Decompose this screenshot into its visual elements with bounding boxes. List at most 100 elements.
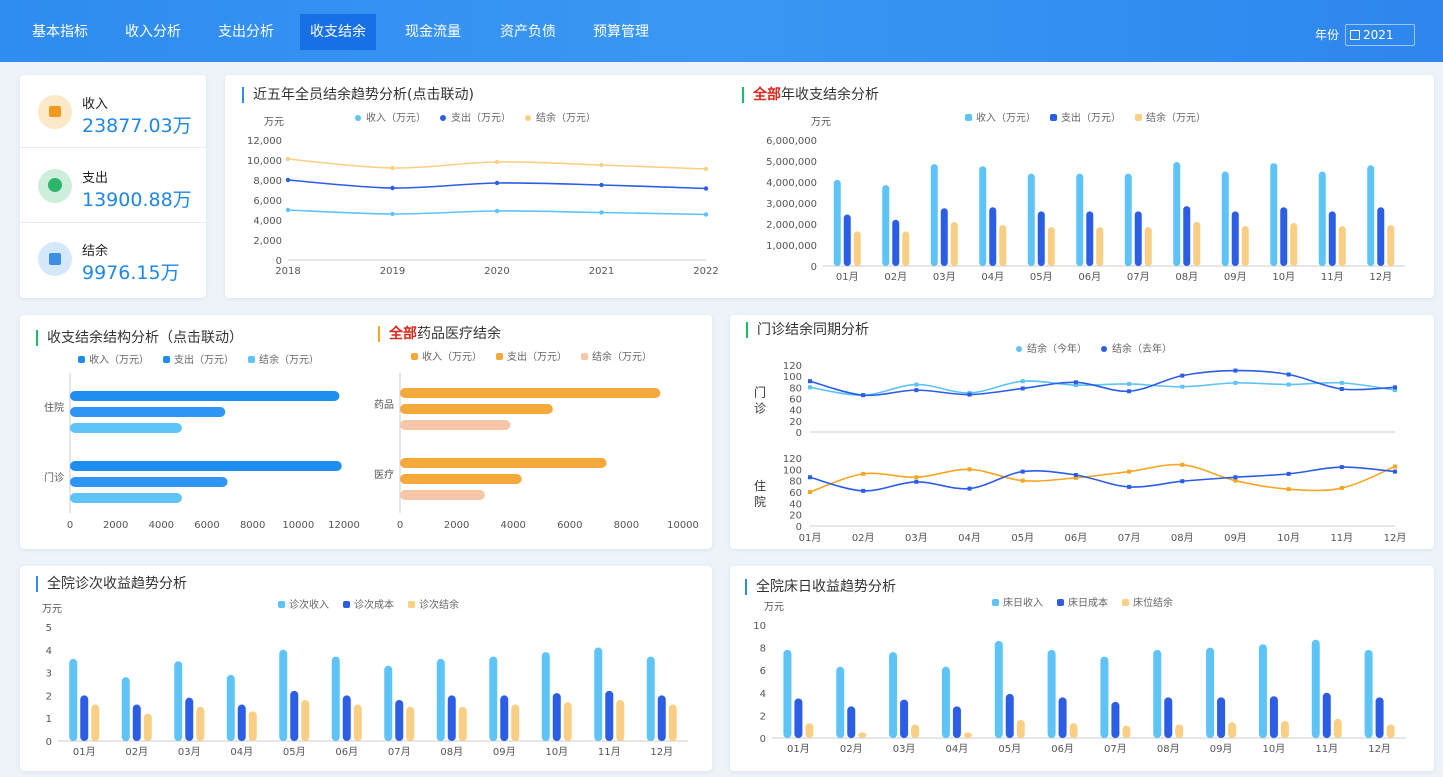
y-tick-label: 40	[789, 499, 802, 510]
bar	[979, 166, 987, 266]
data-point	[1073, 380, 1078, 385]
year-label: 年份	[1315, 28, 1340, 42]
bar	[889, 652, 898, 738]
data-point	[861, 393, 866, 398]
bar	[930, 164, 938, 266]
bar	[237, 704, 246, 741]
beds-chart-title: 全院床日收益趋势分析	[745, 579, 896, 595]
y-tick-label: 10	[753, 621, 766, 632]
x-tick-label: 06月	[335, 746, 358, 758]
legend-label: 收入（万元）	[366, 111, 426, 124]
tab-assets-liabilities[interactable]: 资产负债	[500, 24, 556, 40]
y-tick-label: 4,000	[253, 216, 282, 227]
bar	[301, 699, 310, 741]
bar	[400, 474, 522, 484]
wallet-icon	[38, 95, 72, 129]
x-tick-label: 05月	[283, 746, 306, 758]
bar	[91, 704, 100, 741]
y-tick-label: 2,000	[253, 236, 282, 247]
bar	[646, 656, 655, 741]
data-point	[861, 471, 866, 476]
bar	[1122, 725, 1131, 738]
legend-swatch	[1016, 346, 1022, 352]
legend-swatch	[343, 601, 350, 608]
bar	[121, 677, 130, 741]
x-tick-label: 07月	[1127, 271, 1150, 283]
bar	[1183, 206, 1191, 266]
kpi-income-value: 23877.03万	[82, 115, 192, 137]
x-tick-label: 4000	[500, 520, 525, 531]
data-point	[861, 488, 866, 493]
x-tick-label: 04月	[958, 532, 981, 544]
tab-balance[interactable]: 收支结余	[300, 14, 376, 50]
bar	[783, 649, 792, 738]
x-tick-label: 12月	[650, 746, 673, 758]
trend-line-chart[interactable]: 0 2,000 4,000 6,000 8,000 10,000 12,000 万元 2018 2…	[240, 105, 730, 285]
data-point	[1233, 368, 1238, 373]
data-point	[1286, 471, 1291, 476]
data-point	[1233, 475, 1238, 480]
bar	[594, 647, 603, 741]
row-label: 住	[754, 479, 766, 493]
legend-swatch	[163, 356, 170, 363]
y-tick-label: 6,000,000	[766, 136, 817, 147]
y-axis-unit: 万元	[42, 604, 62, 615]
data-point	[1339, 380, 1344, 385]
bar	[1269, 696, 1278, 738]
legend-label: 支出（万元）	[507, 350, 567, 363]
data-point	[285, 156, 291, 162]
legend-swatch	[525, 115, 531, 121]
bar	[1027, 173, 1035, 266]
x-tick-label: 07月	[1104, 743, 1127, 755]
x-tick-label: 01月	[787, 743, 810, 755]
bar	[1047, 649, 1056, 738]
tab-income-analysis[interactable]: 收入分析	[125, 24, 181, 40]
bar	[1333, 718, 1342, 738]
visits-bar-chart[interactable]: 0 1 2 3 4 5 万元 01月 02月 03月 04月 05月 06月 07月 08月 09月 10月 11…	[30, 592, 705, 767]
data-point	[808, 379, 812, 384]
y-tick-label: 6	[760, 666, 766, 677]
drug-hbar-chart[interactable]: 0 2000 4000 6000 8000 10000 药品医疗 收入（万元） 支出（万元） 结余…	[365, 345, 705, 543]
x-tick-label: 05月	[1011, 532, 1034, 544]
divider	[20, 147, 206, 148]
bar	[902, 231, 910, 266]
data-point	[285, 177, 291, 183]
x-tick-label: 08月	[1171, 532, 1194, 544]
tab-basic-indicators[interactable]: 基本指标	[32, 24, 88, 40]
bar	[132, 704, 141, 741]
beds-bar-chart[interactable]: 0 2 4 6 8 10 万元 01月 02月 03月 04月 05月 06月 07月 08月 09月 10月 1…	[740, 592, 1430, 767]
data-point	[1393, 385, 1397, 390]
y-tick-label: 3,000,000	[766, 199, 817, 210]
x-tick-label: 02月	[840, 743, 863, 755]
x-tick-label: 09月	[493, 746, 516, 758]
bar	[858, 732, 867, 738]
tab-budget-management[interactable]: 预算管理	[593, 24, 649, 40]
x-tick-label: 03月	[178, 746, 201, 758]
data-point	[808, 385, 812, 390]
bar	[1037, 211, 1045, 266]
y-tick-label: 住院	[44, 401, 64, 414]
x-tick-label: 10月	[1272, 271, 1295, 283]
y-tick-label: 医疗	[374, 468, 394, 481]
monthly-bar-chart[interactable]: 0 1,000,000 2,000,000 3,000,000 4,000,000 5,0…	[745, 105, 1425, 285]
data-point	[1127, 469, 1132, 474]
bar	[331, 656, 340, 741]
bar	[395, 699, 404, 741]
tab-expense-analysis[interactable]: 支出分析	[218, 24, 274, 40]
legend-swatch	[408, 601, 415, 608]
legend-label: 诊次成本	[354, 598, 394, 611]
x-tick-label: 06月	[1051, 743, 1074, 755]
x-tick-label: 12月	[1369, 271, 1392, 283]
year-picker[interactable]: 2021	[1345, 24, 1415, 46]
tab-cash-flow[interactable]: 现金流量	[405, 24, 461, 40]
legend-label: 支出（万元）	[1061, 111, 1121, 124]
bar	[853, 231, 861, 266]
x-tick-label: 04月	[946, 743, 969, 755]
bar	[794, 698, 803, 738]
y-tick-label: 100	[783, 465, 802, 476]
data-point	[914, 388, 919, 393]
bar	[847, 706, 856, 738]
bar	[384, 665, 393, 741]
